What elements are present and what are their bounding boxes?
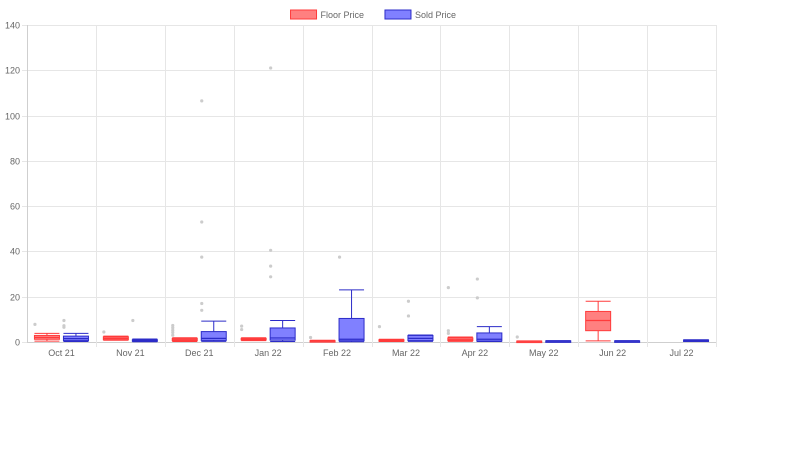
y-tick-label: 20 [10, 293, 20, 303]
outlier-point [515, 335, 519, 339]
y-tick-label: 120 [5, 66, 20, 76]
outlier-point [171, 323, 175, 328]
outlier-point [200, 99, 204, 103]
iqr-box [338, 317, 365, 342]
axes: 0 20 40 60 80 100 120 140 Oct 21 Nov 21 Dec 21 Jan … [5, 21, 694, 359]
box-plot-item[interactable] [337, 255, 365, 343]
outlier-point [406, 314, 411, 318]
outlier-point [475, 277, 479, 281]
outlier-point [171, 326, 175, 330]
legend-swatch [384, 9, 412, 20]
x-tick-label: Dec 21 [185, 348, 214, 358]
box-plot-item[interactable] [446, 286, 474, 342]
outlier-point [269, 275, 273, 279]
x-tick-label: Feb 22 [323, 348, 351, 358]
legend-item[interactable]: Sold Price [384, 9, 456, 20]
x-tick-label: Nov 21 [116, 348, 145, 358]
x-tick-label: Oct 21 [48, 348, 75, 358]
outlier-point [200, 220, 204, 224]
outlier-point [131, 318, 135, 323]
y-tick-label: 100 [5, 112, 20, 122]
y-tick-label: 0 [15, 338, 20, 348]
outlier-point [377, 325, 382, 329]
box-plot-item[interactable] [585, 300, 612, 342]
series-1 [62, 66, 710, 343]
x-tick-label: Mar 22 [392, 348, 420, 358]
box-plot-item[interactable] [406, 299, 434, 342]
outlier-point [308, 335, 313, 340]
outlier-point [269, 264, 273, 268]
grid [22, 25, 717, 347]
box-plot-item[interactable] [614, 340, 641, 343]
outlier-point [240, 324, 244, 328]
box-plot-item[interactable] [171, 323, 198, 343]
box-plot-item[interactable] [240, 324, 267, 342]
box-plot-item[interactable] [62, 318, 89, 343]
legend-item[interactable]: Floor Price [290, 9, 365, 20]
outlier-point [446, 329, 450, 333]
outlier-point [475, 296, 479, 300]
outlier-point [269, 66, 273, 70]
y-tick-label: 140 [5, 21, 20, 31]
x-tick-label: Jan 22 [255, 348, 282, 358]
series-layer [33, 66, 710, 344]
outlier-point [446, 331, 450, 335]
box-plot-item[interactable] [33, 322, 60, 342]
outlier-point [62, 324, 66, 328]
box-plot-item[interactable] [102, 330, 129, 341]
box-plot-item[interactable] [377, 325, 405, 343]
outlier-point [171, 333, 175, 337]
x-tick-label: Jul 22 [670, 348, 694, 358]
legend-label: Sold Price [415, 10, 456, 20]
x-tick-label: Jun 22 [599, 348, 626, 358]
outlier-point [269, 248, 273, 252]
box-plot-item[interactable] [200, 99, 227, 342]
box-plot-item[interactable] [515, 335, 543, 344]
x-tick-label: May 22 [529, 348, 559, 358]
y-tick-label: 60 [10, 202, 20, 212]
outlier-point [446, 286, 450, 290]
outlier-point [171, 330, 175, 335]
box-plot-item[interactable] [308, 335, 336, 343]
y-tick-label: 80 [10, 157, 20, 167]
outlier-point [240, 327, 244, 332]
legend-swatch [290, 9, 318, 20]
x-tick-label: Apr 22 [462, 348, 489, 358]
outlier-point [200, 308, 204, 312]
iqr-box [200, 331, 227, 341]
box-plot-item[interactable] [269, 66, 296, 343]
iqr-box [269, 327, 296, 341]
y-tick-label: 40 [10, 247, 20, 257]
iqr-box [476, 332, 503, 342]
legend[interactable]: Floor Price Sold Price [290, 9, 456, 20]
outlier-point [62, 318, 66, 323]
outlier-point [406, 299, 411, 303]
outlier-point [102, 330, 106, 334]
box-plot-item[interactable] [131, 318, 158, 343]
legend-label: Floor Price [321, 10, 365, 20]
outlier-point [171, 328, 175, 332]
series-0 [33, 286, 612, 344]
outlier-point [337, 255, 342, 259]
box-plot-item[interactable] [545, 340, 572, 343]
outlier-point [200, 301, 204, 306]
outlier-point [200, 255, 204, 259]
box-plot-item[interactable] [683, 339, 710, 342]
outlier-point [33, 322, 37, 326]
box-plot-item[interactable] [475, 277, 503, 343]
